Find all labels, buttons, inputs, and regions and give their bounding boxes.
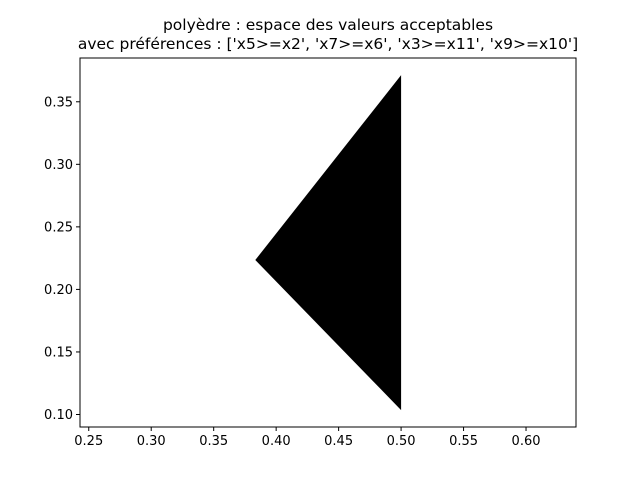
y-tick-label: 0.35 xyxy=(44,95,73,110)
x-tick-label: 0.25 xyxy=(74,434,103,449)
y-tick-label: 0.30 xyxy=(44,158,73,173)
y-axis: 0.10 0.15 0.20 0.25 0.30 0.35 xyxy=(44,95,80,423)
y-tick-label: 0.10 xyxy=(44,408,73,423)
x-tick-label: 0.50 xyxy=(387,434,416,449)
axes-frame xyxy=(79,57,577,428)
x-tick-label: 0.30 xyxy=(137,434,166,449)
x-tick-label: 0.40 xyxy=(262,434,291,449)
y-tick-label: 0.20 xyxy=(44,283,73,298)
plot-area xyxy=(79,57,577,428)
x-tick-label: 0.35 xyxy=(199,434,228,449)
y-tick-label: 0.25 xyxy=(44,220,73,235)
x-tick-label: 0.60 xyxy=(512,434,541,449)
chart-title: polyèdre : espace des valeurs acceptable… xyxy=(163,16,493,34)
y-tick-label: 0.15 xyxy=(44,345,73,360)
x-tick-label: 0.45 xyxy=(324,434,353,449)
chart-subtitle: avec préférences : ['x5>=x2', 'x7>=x6', … xyxy=(78,35,578,53)
x-axis: 0.25 0.30 0.35 0.40 0.45 0.50 0.55 0.60 xyxy=(74,427,541,449)
x-tick-label: 0.55 xyxy=(449,434,478,449)
feasible-polygon xyxy=(255,75,402,411)
